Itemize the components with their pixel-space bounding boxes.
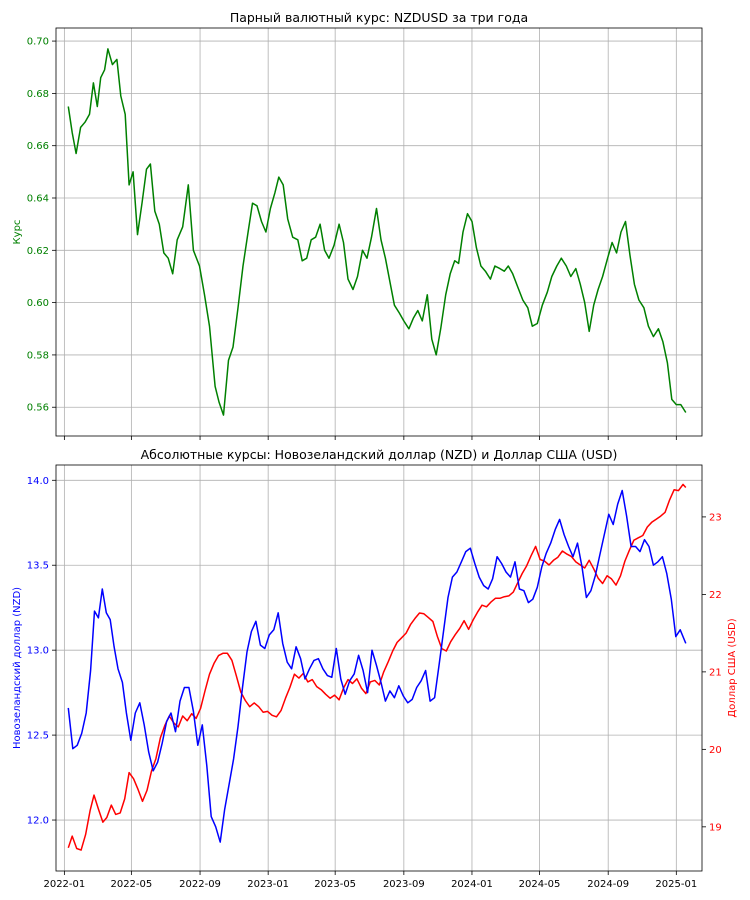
bottom-chart-nzd-line [67,489,687,843]
bottom-chart-right-y-axis-label: Доллар США (USD) [727,618,738,717]
bottom-chart-x-tick-label: 2024-01 [451,879,493,890]
top-chart-y-tick-label: 0.58 [27,350,49,361]
bottom-chart-frame [55,464,703,872]
bottom-chart-x-tick-label: 2022-09 [179,879,221,890]
bottom-chart: Абсолютные курсы: Новозеландский доллар … [12,447,738,890]
bottom-chart-right-y-tick-label: 23 [709,512,722,523]
bottom-chart-left-y-tick-label: 13.5 [27,561,49,572]
bottom-chart-left-y-axis-label: Новозеландский доллар (NZD) [12,587,23,749]
bottom-chart-x-tick-label: 2023-05 [314,879,356,890]
bottom-chart-x-tick-label: 2023-01 [247,879,289,890]
bottom-chart-right-y-tick-label: 20 [709,745,722,756]
top-chart-y-tick-label: 0.64 [27,194,49,205]
top-chart-y-tick-label: 0.70 [27,37,49,48]
top-chart: Парный валютный курс: NZDUSD за три года… [12,10,703,440]
bottom-chart-usd-line [67,483,687,851]
top-chart-y-axis-label: Курс [12,220,23,245]
top-chart-y-tick-label: 0.56 [27,403,49,414]
bottom-chart-x-ticks: 2022-01 2022-05 2022-09 2023-01 2023-05 2023-… [43,871,697,890]
bottom-chart-grid [56,465,702,871]
top-chart-y-tick-label: 0.68 [27,89,49,100]
bottom-chart-title: Абсолютные курсы: Новозеландский доллар … [141,447,618,462]
top-chart-title: Парный валютный курс: NZDUSD за три года [230,10,528,25]
bottom-chart-x-tick-label: 2023-09 [383,879,425,890]
top-chart-y-ticks: 0.56 0.58 0.60 0.62 0.64 0.66 0.68 0.70 [27,37,56,414]
top-chart-y-tick-label: 0.60 [27,298,49,309]
bottom-chart-right-y-tick-label: 22 [709,590,722,601]
bottom-chart-right-y-tick-label: 19 [709,822,722,833]
bottom-chart-right-y-tick-label: 21 [709,667,722,678]
top-chart-grid [56,28,702,436]
bottom-chart-right-y-ticks: 19 20 21 22 23 [702,512,722,833]
top-chart-frame [55,27,703,437]
bottom-chart-left-y-tick-label: 13.0 [27,646,49,657]
bottom-chart-left-y-ticks: 12.0 12.5 13.0 13.5 14.0 [27,476,56,827]
bottom-chart-x-tick-label: 2025-01 [655,879,697,890]
top-chart-series-line [67,48,687,416]
bottom-chart-x-tick-label: 2024-09 [587,879,629,890]
bottom-chart-left-y-tick-label: 12.0 [27,816,49,827]
bottom-chart-x-tick-label: 2022-05 [110,879,152,890]
top-chart-y-tick-label: 0.62 [27,246,49,257]
bottom-chart-left-y-tick-label: 14.0 [27,476,49,487]
top-chart-x-ticks [63,436,677,440]
top-chart-y-tick-label: 0.66 [27,141,49,152]
bottom-chart-left-y-tick-label: 12.5 [27,731,49,742]
bottom-chart-x-tick-label: 2022-01 [43,879,85,890]
bottom-chart-x-tick-label: 2024-05 [519,879,561,890]
